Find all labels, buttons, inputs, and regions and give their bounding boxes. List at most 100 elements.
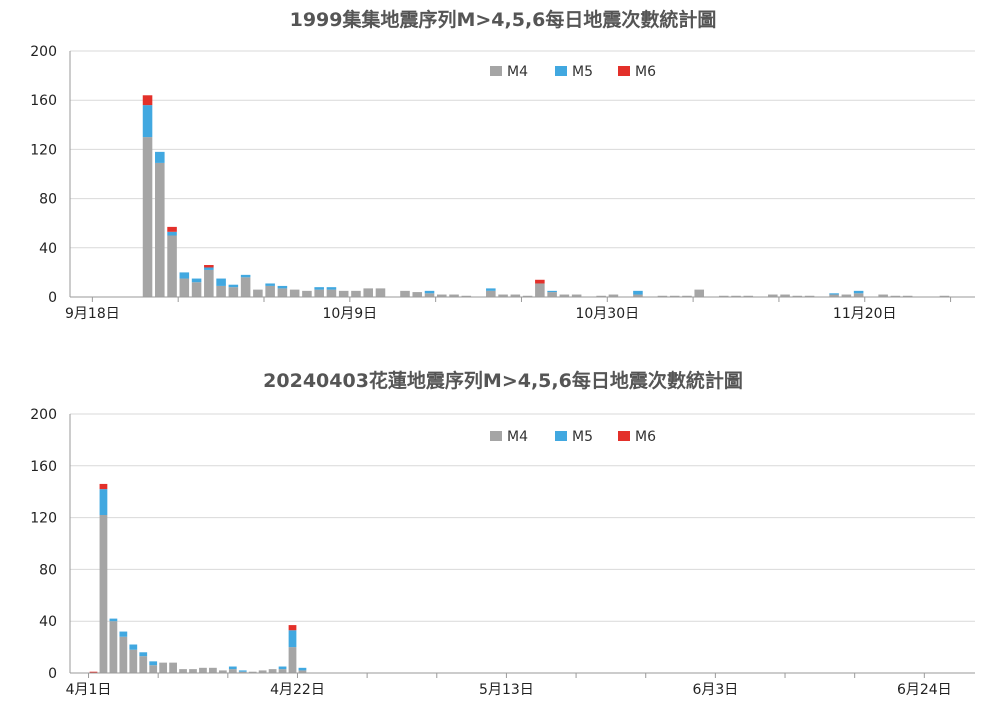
- bar-m5: [240, 274, 251, 278]
- legend-label-m4: M4: [507, 429, 528, 445]
- bar-m4: [289, 289, 300, 297]
- bar-m4: [99, 515, 108, 673]
- bar-m4: [743, 295, 754, 297]
- bar-m5: [99, 489, 108, 516]
- bar-m5: [829, 293, 839, 295]
- bar-m6: [288, 625, 297, 631]
- y-axis-grid: 0 40 80 120 160 200: [30, 44, 975, 306]
- legend-swatch-m4: [490, 431, 502, 441]
- bar-m5: [228, 666, 237, 670]
- bars: [89, 483, 307, 673]
- bar-m4: [878, 294, 888, 297]
- bar-m5: [216, 278, 226, 286]
- chart-title: 1999集集地震序列M>4,5,6每日地震次數統計圖: [290, 8, 717, 31]
- bar-m6: [99, 483, 108, 490]
- x-tick-label: 10月30日: [575, 306, 639, 322]
- bar-m4: [302, 290, 312, 297]
- bar-m4: [179, 278, 190, 297]
- bar-m5: [142, 105, 153, 138]
- bar-m4: [228, 287, 239, 297]
- bar-m5: [278, 666, 287, 670]
- bar-m4: [278, 669, 287, 673]
- bar-m5: [191, 278, 202, 283]
- bar-m5: [109, 618, 118, 622]
- bar-m4: [338, 290, 349, 297]
- bar-m4: [731, 295, 741, 297]
- bar-m4: [792, 295, 803, 297]
- bar-m4: [179, 669, 187, 673]
- bar-m4: [167, 235, 177, 297]
- bar-m4: [449, 294, 459, 297]
- bar-m4: [169, 662, 177, 673]
- bar-m5: [288, 630, 297, 648]
- y-tick-label: 0: [48, 666, 57, 682]
- bar-m5: [228, 284, 239, 288]
- legend-swatch-m6: [618, 431, 630, 441]
- bar-m4: [424, 293, 435, 297]
- bar-m4: [155, 162, 165, 297]
- bar-m4: [142, 137, 153, 297]
- x-tick-label: 5月13日: [479, 682, 534, 698]
- bar-m5: [853, 290, 864, 294]
- bar-m4: [326, 289, 337, 297]
- x-axis: 9月18日 10月9日 10月30日 11月20日: [65, 51, 975, 322]
- bar-m4: [682, 295, 692, 297]
- y-tick-label: 160: [30, 93, 57, 109]
- bar-m5: [238, 670, 247, 672]
- bar-m6: [89, 671, 98, 673]
- x-axis: 4月1日 4月22日 5月13日 6月3日 6月24日: [66, 414, 975, 698]
- bar-m4: [890, 295, 901, 297]
- bar-m4: [412, 292, 423, 297]
- bar-m4: [209, 667, 217, 673]
- legend-label-m4: M4: [507, 64, 528, 80]
- legend-swatch-m5: [555, 431, 567, 441]
- x-tick-label: 9月18日: [65, 306, 120, 322]
- bar-m4: [248, 671, 257, 673]
- bar-m4: [669, 295, 680, 297]
- bar-m5: [633, 290, 643, 295]
- bars: [142, 95, 950, 297]
- bar-m5: [314, 287, 324, 290]
- bar-m4: [829, 294, 839, 297]
- bar-m4: [939, 295, 950, 297]
- bar-m4: [522, 295, 533, 297]
- bar-m4: [298, 670, 307, 673]
- bar-m5: [119, 631, 128, 637]
- bar-m6: [535, 279, 545, 284]
- chart-hualien: 20240403花蓮地震序列M>4,5,6每日地震次數統計圖 0 40 80 120 1…: [30, 369, 975, 698]
- bar-m5: [179, 272, 190, 279]
- bar-m4: [277, 288, 288, 297]
- legend-swatch-m5: [555, 66, 567, 76]
- bar-m5: [265, 283, 275, 286]
- x-tick-label: 4月22日: [270, 682, 325, 698]
- bar-m5: [204, 267, 214, 270]
- bar-m4: [853, 293, 864, 297]
- bar-m4: [768, 294, 778, 297]
- y-tick-label: 80: [39, 562, 57, 578]
- bar-m4: [780, 294, 790, 297]
- x-tick-label: 10月9日: [322, 306, 377, 322]
- bar-m4: [571, 294, 582, 297]
- bar-m5: [155, 151, 165, 163]
- bar-m6: [142, 95, 153, 106]
- bar-m4: [486, 290, 496, 297]
- legend-swatch-m6: [618, 66, 630, 76]
- bar-m4: [547, 292, 557, 297]
- bar-m4: [265, 285, 275, 297]
- bar-m4: [400, 290, 410, 297]
- bar-m5: [424, 290, 435, 294]
- legend-label-m6: M6: [635, 64, 656, 80]
- bar-m4: [253, 289, 263, 297]
- bar-m5: [167, 231, 177, 236]
- y-tick-label: 160: [30, 459, 57, 475]
- bar-m4: [694, 289, 705, 297]
- bar-m4: [139, 656, 148, 673]
- bar-m4: [351, 290, 361, 297]
- bar-m4: [437, 294, 447, 297]
- bar-m4: [596, 295, 606, 297]
- y-tick-label: 80: [39, 192, 57, 208]
- bar-m4: [189, 669, 197, 673]
- chart-jiji: 1999集集地震序列M>4,5,6每日地震次數統計圖 0 40 80 120 160 20…: [30, 8, 975, 322]
- y-tick-label: 120: [30, 511, 57, 527]
